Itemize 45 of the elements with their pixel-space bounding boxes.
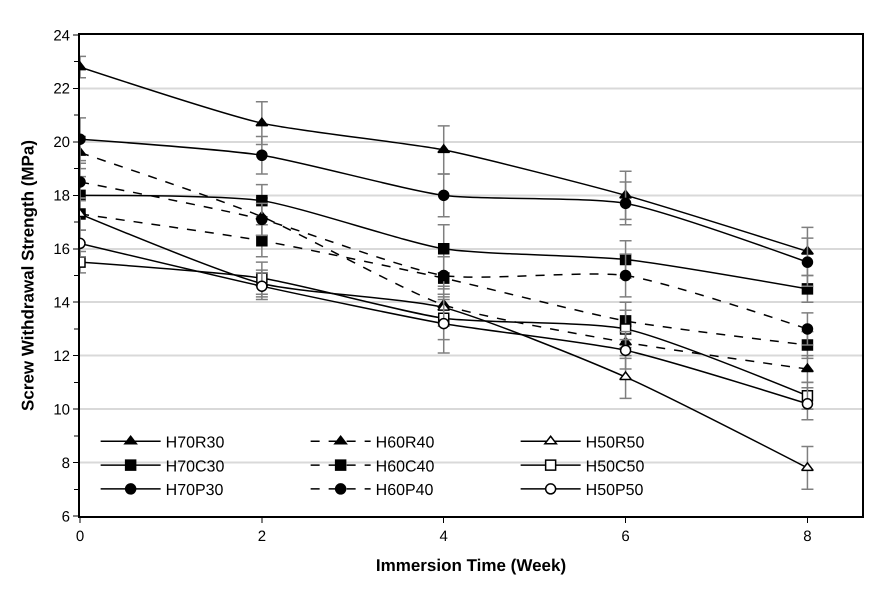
legend-label: H60P40	[376, 482, 434, 500]
y-tick-label: 16	[53, 241, 70, 258]
legend-label: H70P30	[166, 482, 224, 500]
y-tick-label: 24	[53, 27, 70, 44]
y-tick-label: 14	[53, 294, 70, 312]
point	[620, 344, 632, 356]
point	[800, 462, 814, 472]
legend-label: H50R50	[586, 434, 644, 452]
point	[438, 270, 450, 282]
point	[256, 214, 268, 226]
legend-label: H50P50	[586, 482, 644, 500]
y-axis-title: Screw Withdrawal Strength (MPa)	[18, 140, 38, 411]
point	[438, 190, 450, 202]
point	[256, 150, 268, 161]
point	[256, 235, 268, 247]
y-tick-label: 12	[53, 348, 70, 365]
x-tick-label: 8	[803, 528, 812, 545]
y-tick-label: 22	[53, 80, 70, 98]
point	[438, 318, 450, 330]
legend-label: H60C40	[376, 458, 434, 476]
y-tick-label: 6	[62, 508, 70, 526]
y-tick-label: 10	[53, 401, 70, 418]
point	[255, 117, 268, 126]
legend-label: H70R30	[166, 434, 224, 452]
point	[437, 144, 450, 154]
y-tick-label: 20	[53, 134, 70, 152]
point	[802, 256, 814, 268]
x-tick-label: 2	[258, 528, 266, 545]
x-tick-label: 4	[440, 528, 448, 545]
point	[619, 371, 632, 380]
x-axis-title: Immersion Time (Week)	[376, 556, 566, 575]
x-tick-label: 6	[621, 528, 630, 545]
legend-label: H70C30	[166, 458, 224, 476]
y-tick-label: 18	[53, 188, 70, 205]
x-tick-label: 0	[76, 528, 84, 545]
legend-label: H60R40	[376, 434, 434, 452]
point	[620, 270, 632, 282]
point	[802, 323, 814, 335]
point	[620, 198, 632, 210]
point	[438, 243, 450, 255]
legend-label: H50C50	[586, 458, 644, 476]
point	[802, 398, 814, 410]
y-tick-label: 8	[62, 454, 70, 472]
point	[256, 280, 268, 292]
point	[800, 363, 814, 372]
